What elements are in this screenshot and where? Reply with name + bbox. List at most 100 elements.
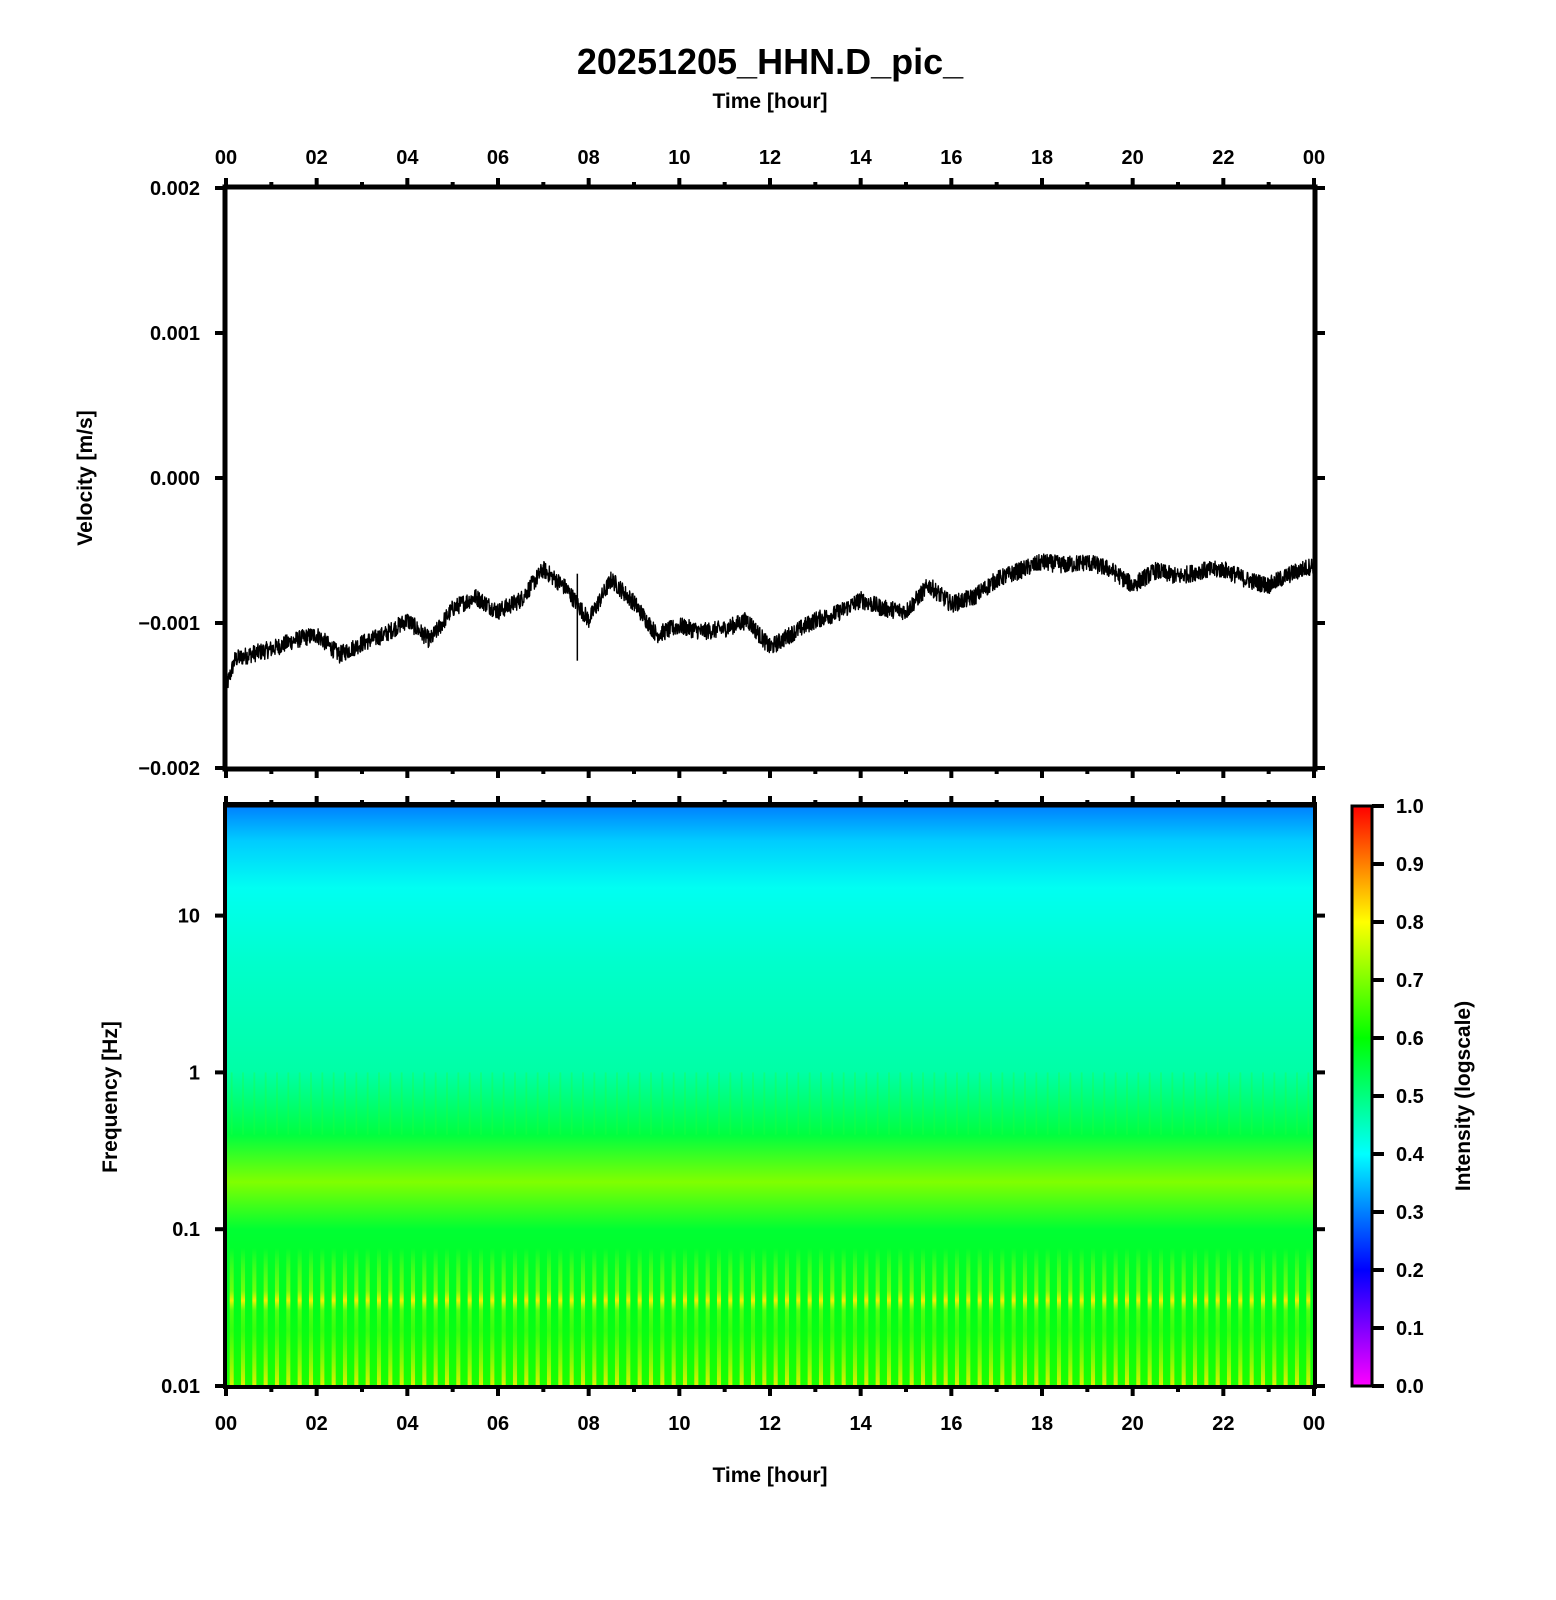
spectrogram-stripe-faint xyxy=(446,1072,448,1135)
spectrogram-stripe-faint xyxy=(1171,1072,1174,1135)
colorbar-tick-label: 1.0 xyxy=(1396,796,1424,818)
spectrogram-stripe-faint xyxy=(854,1072,856,1135)
x-tick-label: 00 xyxy=(215,147,237,169)
spectrogram-stripe-faint xyxy=(1148,1072,1151,1135)
spectrogram-panel: 00 02 04 06 08 10 12 14 16 18 20 22 00 0.01 0.1 1 10 Fr… xyxy=(99,768,1325,1487)
spectrogram-stripe xyxy=(342,1134,348,1386)
spectrogram-stripe-faint xyxy=(389,1072,392,1135)
spectrogram-stripe-faint xyxy=(661,1072,664,1135)
spectrogram-stripe-faint xyxy=(491,1072,494,1135)
top-x-axis-title: Time [hour] xyxy=(712,90,827,113)
spectrogram-stripe xyxy=(1136,1134,1141,1386)
spectrogram-stripe xyxy=(886,1134,892,1386)
spectrogram-stripe xyxy=(524,1134,529,1386)
spectrogram-stripe xyxy=(478,1134,484,1386)
x-tick-label: 20 xyxy=(1122,147,1144,169)
spectrogram-stripe xyxy=(1011,1134,1016,1386)
spectrogram-stripe xyxy=(1158,1134,1164,1386)
spectrogram-stripe xyxy=(490,1134,495,1386)
y-tick-label: −0.002 xyxy=(138,758,200,780)
spectrogram-stripe xyxy=(932,1134,937,1386)
spectrogram-stripe xyxy=(614,1134,620,1386)
spectrogram-stripe-faint xyxy=(786,1072,788,1135)
spectrogram-stripe xyxy=(705,1134,710,1386)
spectrogram-stripe xyxy=(1034,1134,1039,1386)
x-tick-label: 10 xyxy=(668,147,690,169)
spectrogram-stripe-faint xyxy=(1058,1072,1060,1135)
spectrogram-stripe-faint xyxy=(1160,1072,1162,1135)
spectrogram-stripe xyxy=(1260,1134,1266,1386)
x-tick-label: 06 xyxy=(487,147,509,169)
spectrogram-stripe xyxy=(286,1134,291,1386)
spectrogram-stripe xyxy=(943,1134,948,1386)
spectrogram-stripe xyxy=(1068,1134,1073,1386)
spectrogram-stripe-faint xyxy=(480,1072,482,1135)
colorbar-tick-label: 0.0 xyxy=(1396,1376,1424,1398)
spectrogram-stripe xyxy=(456,1134,461,1386)
spectrogram-stripe-faint xyxy=(1012,1072,1015,1135)
spectrogram-stripe-faint xyxy=(672,1072,675,1135)
spectrogram-stripe-faint xyxy=(1182,1072,1185,1135)
x-tick-label: 14 xyxy=(850,1413,873,1435)
velocity-trace-line xyxy=(226,553,1314,692)
spectrogram-stripe xyxy=(603,1134,608,1386)
spectrogram-stripe xyxy=(569,1134,574,1386)
spectrogram-stripe-faint xyxy=(1296,1072,1298,1135)
spectrogram-stripe-faint xyxy=(808,1072,811,1135)
spectrogram-stripe-faint xyxy=(1307,1072,1310,1135)
spectrogram-stripe-faint xyxy=(638,1072,641,1135)
spectrogram-stripe xyxy=(716,1134,722,1386)
spectrogram-stripe-faint xyxy=(400,1072,403,1135)
colorbar-tick-label: 0.4 xyxy=(1396,1144,1425,1166)
spectrogram-stripe-faint xyxy=(1284,1072,1287,1135)
spectrogram-stripe-faint xyxy=(899,1072,902,1135)
spectrogram-stripe-faint xyxy=(990,1072,992,1135)
spectrogram-stripe xyxy=(660,1134,665,1386)
colorbar-tick-label: 0.7 xyxy=(1396,970,1424,992)
spectrogram-stripe-faint xyxy=(842,1072,845,1135)
spectrogram-stripe xyxy=(773,1134,778,1386)
spectrogram-stripe-faint xyxy=(230,1072,233,1135)
spectrogram-stripe xyxy=(682,1134,688,1386)
spectrogram-stripe xyxy=(694,1134,699,1386)
spectrogram-stripe xyxy=(626,1134,631,1386)
x-tick-label: 16 xyxy=(940,147,962,169)
spectrogram-stripe xyxy=(818,1134,824,1386)
spectrogram-stripe xyxy=(1249,1134,1254,1386)
spectrogram-stripe-faint xyxy=(910,1072,913,1135)
spectrogram-stripe-faint xyxy=(548,1072,550,1135)
spectrogram-stripe xyxy=(807,1134,812,1386)
spectrogram-stripe xyxy=(1204,1134,1209,1386)
spectrogram-stripe xyxy=(841,1134,846,1386)
x-tick-label: 04 xyxy=(396,1413,419,1435)
spectrogram-stripe xyxy=(1306,1134,1311,1386)
spectrogram-stripe xyxy=(852,1134,858,1386)
y-tick-label: 0.002 xyxy=(150,178,200,200)
spectrogram-stripe-faint xyxy=(729,1072,732,1135)
x-tick-label: 14 xyxy=(850,147,873,169)
velocity-y-ticks: 0.002 0.001 0.000 −0.001 −0.002 xyxy=(138,178,1325,780)
spectrogram-stripe-faint xyxy=(922,1072,924,1135)
spectrogram-stripe xyxy=(1056,1134,1062,1386)
colorbar-tick-label: 0.5 xyxy=(1396,1086,1424,1108)
spectrogram-stripe-faint xyxy=(242,1072,244,1135)
spectrogram-stripe xyxy=(308,1134,314,1386)
y-tick-label: 0.01 xyxy=(161,1376,200,1398)
spectrogram-stripe-faint xyxy=(616,1072,618,1135)
y-tick-label: 1 xyxy=(189,1062,200,1084)
spectrogram-stripe-faint xyxy=(1126,1072,1128,1135)
spectrogram-stripe xyxy=(977,1134,982,1386)
colorbar-ticks: 0.0 0.1 0.2 0.3 0.4 0.5 0.6 0.7 0.8 0.9 1.0 xyxy=(1372,796,1425,1398)
colorbar-tick-label: 0.3 xyxy=(1396,1202,1424,1224)
velocity-y-axis-title: Velocity [m/s] xyxy=(74,410,97,545)
spectrogram-stripe-faint xyxy=(956,1072,958,1135)
spectrogram-stripe xyxy=(1147,1134,1152,1386)
spectrogram-stripe-faint xyxy=(582,1072,584,1135)
spectrogram-stripe xyxy=(637,1134,642,1386)
x-tick-label: 00 xyxy=(1303,1413,1325,1435)
spectrogram-stripe-faint xyxy=(1035,1072,1038,1135)
x-tick-label: 00 xyxy=(215,1413,237,1435)
colorbar-tick-label: 0.1 xyxy=(1396,1318,1424,1340)
y-tick-label: −0.001 xyxy=(138,613,200,635)
velocity-panel: 00 02 04 06 08 10 12 14 16 18 20 22 00 0.0020.0010.0… xyxy=(74,147,1325,780)
